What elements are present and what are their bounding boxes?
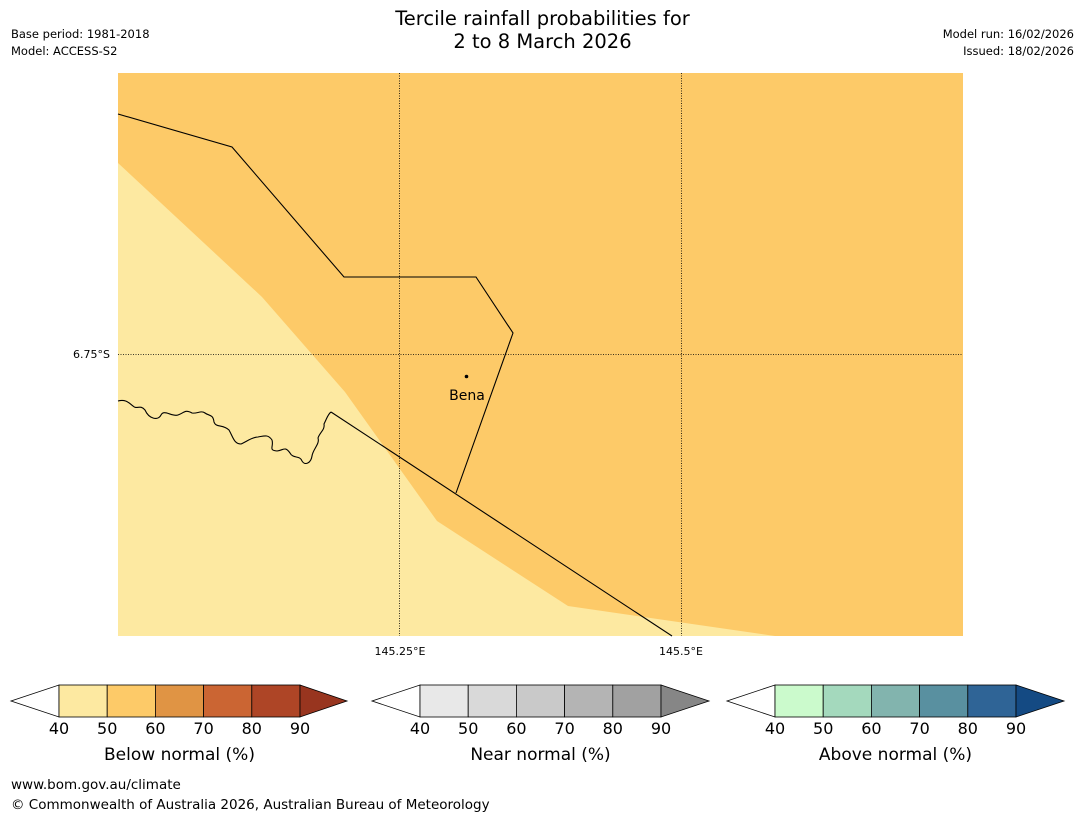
colorbar-near-tick-60: 60 <box>506 719 527 738</box>
colorbar-near-tick-40: 40 <box>409 719 431 738</box>
colorbar-near-band-80 <box>612 684 662 718</box>
colorbar-below-tick-70: 70 <box>193 719 214 738</box>
colorbar-below-title: Below normal (%) <box>104 745 255 765</box>
colorbar-below-band-60 <box>154 684 204 718</box>
colorbar-above-band-80 <box>967 684 1017 718</box>
title-line-1: Tercile rainfall probabilities for <box>395 7 690 30</box>
colorbar-below-tick-40: 40 <box>48 719 70 738</box>
colorbar-above-tick-40: 40 <box>764 719 786 738</box>
colorbar-below-tick-90: 90 <box>289 719 311 738</box>
model-run-date: Model run: 16/02/2026 <box>942 27 1074 41</box>
colorbar-near-tick-70: 70 <box>554 719 575 738</box>
footer: www.bom.gov.au/climate © Commonwealth of… <box>11 775 490 815</box>
colorbar-group <box>9 684 1066 718</box>
town-marker <box>464 374 469 379</box>
map-title: Tercile rainfall probabilities for 2 to … <box>0 7 1085 53</box>
colorbar-near-tick-80: 80 <box>602 719 623 738</box>
colorbar-above-band-40 <box>774 684 824 718</box>
model-name: Model: ACCESS-S2 <box>11 44 118 58</box>
province-boundary-south <box>330 411 673 637</box>
colorbar-below-band-50 <box>106 684 156 718</box>
province-boundary <box>117 113 514 494</box>
meta-right: Model run: 16/02/2026 Issued: 18/02/2026 <box>943 26 1074 60</box>
colorbar-below-high-extend <box>299 684 349 718</box>
base-period: Base period: 1981-2018 <box>11 27 150 41</box>
region-40-50 <box>118 163 775 636</box>
lon-label-145-5: 145.5°E <box>659 645 703 658</box>
colorbar-above-band-50 <box>822 684 872 718</box>
issued-date: Issued: 18/02/2026 <box>963 44 1074 58</box>
colorbar-near-tick-90: 90 <box>650 719 672 738</box>
colorbar-above-high-extend <box>1015 684 1066 718</box>
map-frame: Bena <box>117 73 963 637</box>
colorbar-above-band-70 <box>919 684 969 718</box>
colorbar-below-tick-50: 50 <box>97 719 118 738</box>
colorbar-above-title: Above normal (%) <box>818 745 973 765</box>
colorbar-near-band-40 <box>419 684 469 718</box>
colorbar-near-low-extend <box>370 684 421 718</box>
colorbar-near-band-50 <box>467 684 517 718</box>
colorbar-above-tick-90: 90 <box>1005 719 1027 738</box>
colorbar-below-band-40 <box>58 684 108 718</box>
colorbar-below-tick-80: 80 <box>241 719 262 738</box>
colorbar-below-band-80 <box>251 684 301 718</box>
lat-label: 6.75°S <box>73 348 110 361</box>
colorbar-below-tick-60: 60 <box>145 719 166 738</box>
colorbar-above-tick-60: 60 <box>861 719 882 738</box>
colorbar-above-low-extend <box>725 684 776 718</box>
colorbar-near-title: Near normal (%) <box>470 745 611 765</box>
footer-url: www.bom.gov.au/climate <box>11 777 181 793</box>
title-line-2: 2 to 8 March 2026 <box>453 30 632 53</box>
colorbar-near-band-60 <box>516 684 566 718</box>
colorbar-above-tick-70: 70 <box>909 719 930 738</box>
lon-label-145-25: 145.25°E <box>375 645 426 658</box>
colorbar-near-tick-50: 50 <box>458 719 479 738</box>
colorbar-near-high-extend <box>660 684 711 718</box>
colorbar-below-low-extend <box>9 684 60 718</box>
colorbar-above-band-60 <box>871 684 921 718</box>
colorbar-below-band-70 <box>203 684 253 718</box>
footer-copyright: © Commonwealth of Australia 2026, Austra… <box>11 797 490 813</box>
meta-left: Base period: 1981-2018 Model: ACCESS-S2 <box>11 26 150 60</box>
colorbar-near-band-70 <box>564 684 614 718</box>
colorbar-above-tick-50: 50 <box>813 719 834 738</box>
coastline-river <box>117 399 332 465</box>
town-label: Bena <box>449 388 485 404</box>
colorbar-above-tick-80: 80 <box>957 719 978 738</box>
